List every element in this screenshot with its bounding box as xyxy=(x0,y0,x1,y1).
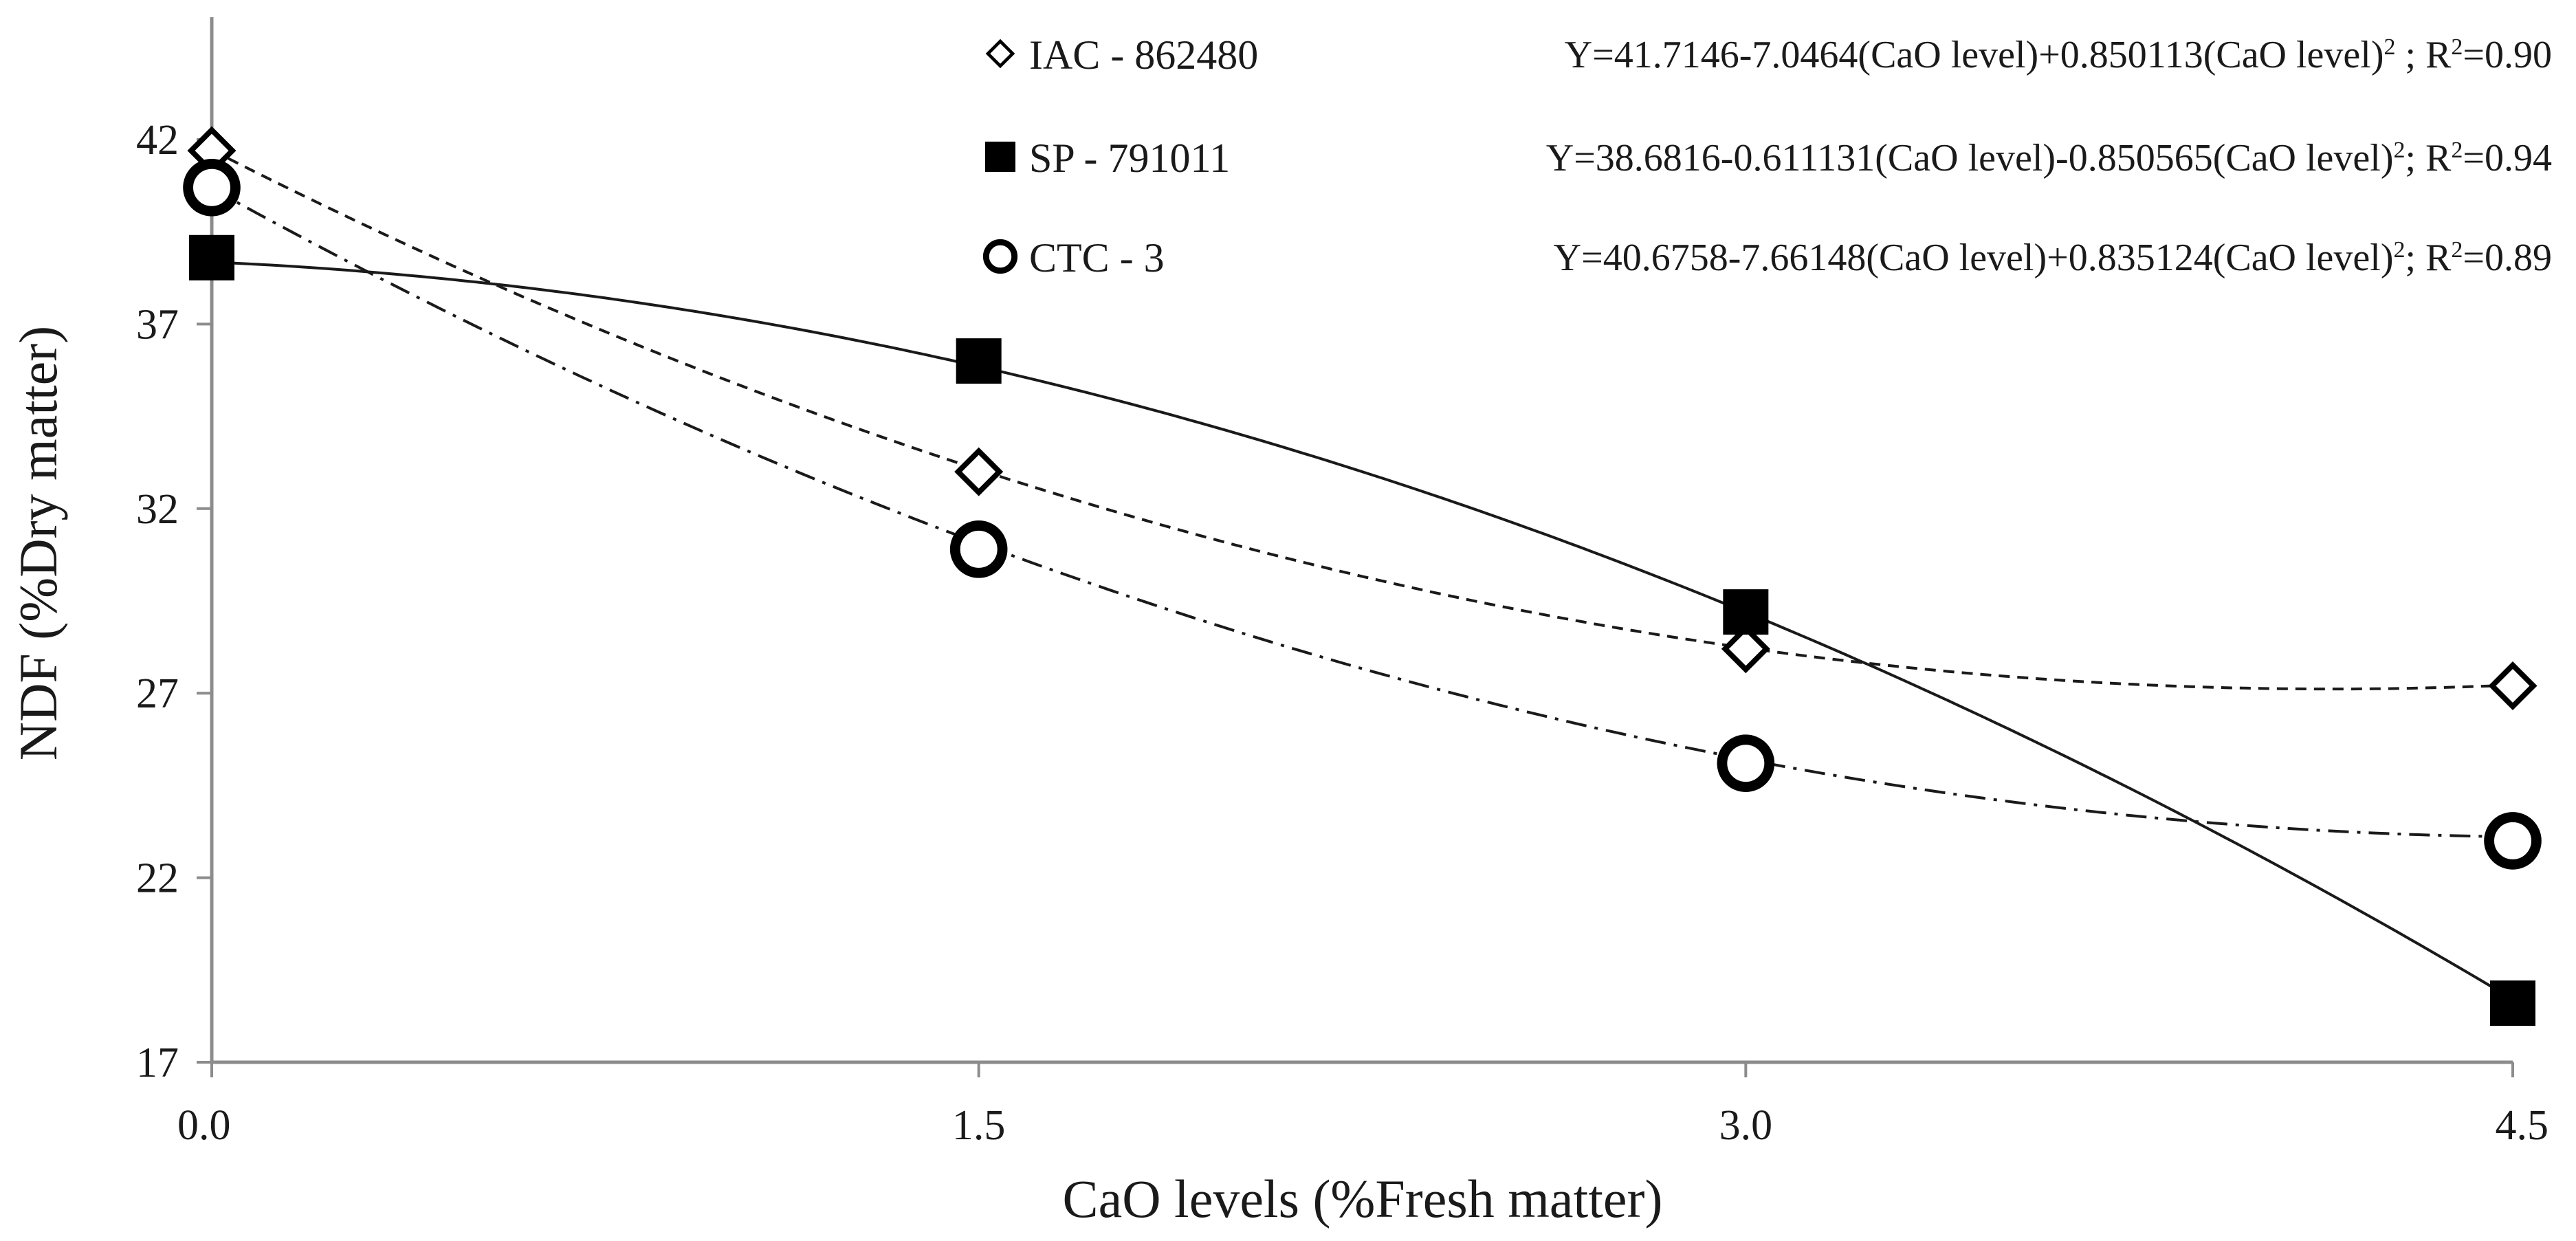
legend-label: IAC - 862480 xyxy=(1029,32,1258,78)
data-point-square-filled xyxy=(2490,980,2535,1026)
y-tick-label: 32 xyxy=(136,486,179,533)
data-point-square-filled xyxy=(189,234,234,281)
legend-label: CTC - 3 xyxy=(1029,235,1165,281)
data-point-diamond-open xyxy=(954,447,1004,496)
data-point-circle-open xyxy=(183,158,241,217)
regression-equation: Y=38.6816-0.611131(CaO level)-0.850565(C… xyxy=(1546,137,2552,179)
data-point-circle-open xyxy=(2484,812,2542,870)
legend: IAC - 862480 Y=41.7146-7.0464(CaO level)+… xyxy=(982,32,2552,281)
x-tick-label: 0.0 xyxy=(177,1102,231,1149)
y-axis-title: NDF (%Dry matter) xyxy=(8,326,68,761)
x-tick-label: 1.5 xyxy=(952,1102,1006,1149)
data-markers xyxy=(183,126,2542,1026)
y-tick-label: 17 xyxy=(136,1040,179,1086)
x-tick-label: 3.0 xyxy=(1719,1102,1773,1149)
x-tick-label: 4.5 xyxy=(2496,1102,2549,1149)
y-tick-label: 42 xyxy=(136,117,179,164)
y-tick-label: 37 xyxy=(136,301,179,348)
legend-marker-circle-open xyxy=(982,239,1018,274)
y-tick-label: 22 xyxy=(136,855,179,902)
fit-line-square-filled xyxy=(211,261,2514,1001)
data-point-diamond-open xyxy=(2488,661,2538,710)
data-point-circle-open xyxy=(949,520,1008,578)
ticks: 17 22 27 32 37 42 0.0 1.5 3.0 4.5 xyxy=(136,117,2549,1149)
fit-line-circle-open xyxy=(211,187,2513,838)
y-tick-label: 27 xyxy=(136,670,179,717)
fit-lines xyxy=(211,149,2514,1001)
data-point-square-filled xyxy=(1723,589,1769,635)
legend-marker-square-filled xyxy=(985,142,1015,172)
x-axis-title: CaO levels (%Fresh matter) xyxy=(1063,1169,1663,1229)
legend-marker-diamond-open xyxy=(985,39,1015,69)
regression-equation: Y=40.6758-7.66148(CaO level)+0.835124(Ca… xyxy=(1554,237,2552,279)
regression-equation: Y=41.7146-7.0464(CaO level)+0.850113(CaO… xyxy=(1565,34,2552,76)
data-point-square-filled xyxy=(956,338,1002,384)
legend-label: SP - 791011 xyxy=(1029,135,1230,181)
fit-line-diamond-open xyxy=(211,149,2513,691)
data-point-diamond-open xyxy=(1721,624,1770,674)
data-point-circle-open xyxy=(1717,734,1775,792)
